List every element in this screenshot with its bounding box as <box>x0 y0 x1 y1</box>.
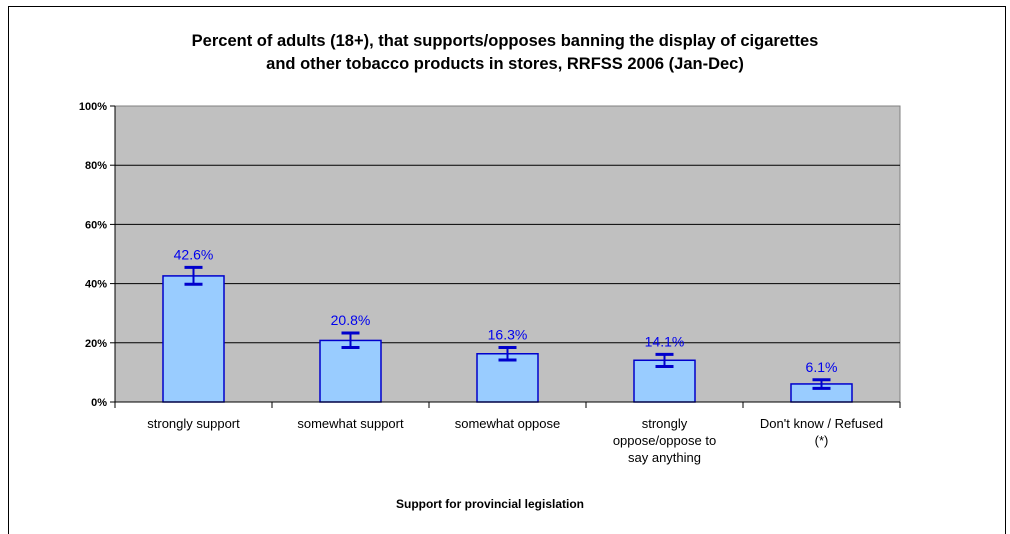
data-label: 16.3% <box>488 327 528 343</box>
category-label: somewhat support <box>297 416 404 431</box>
chart-title-line-1: Percent of adults (18+), that supports/o… <box>191 32 819 50</box>
y-tick-label: 60% <box>85 219 107 231</box>
category-label: somewhat oppose <box>455 416 561 431</box>
bar <box>319 339 382 403</box>
data-label: 6.1% <box>806 359 838 375</box>
data-label: 14.1% <box>645 333 685 349</box>
chart-title-line-2: and other tobacco products in stores, RR… <box>266 55 744 73</box>
category-label: strongly support <box>147 416 240 431</box>
data-label: 20.8% <box>331 312 371 328</box>
bar <box>162 275 225 403</box>
x-axis-title: Support for provincial legislation <box>396 497 584 511</box>
category-label: strongly oppose/oppose to say anything <box>613 416 716 465</box>
chart-title: Percent of adults (18+), that supports/o… <box>0 30 1010 76</box>
y-tick-label: 80% <box>85 160 107 172</box>
data-label: 42.6% <box>174 246 214 262</box>
y-tick-label: 0% <box>91 397 107 409</box>
category-label: Don't know / Refused (*) <box>760 416 883 448</box>
y-tick-label: 40% <box>85 279 107 291</box>
y-tick-label: 20% <box>85 338 107 350</box>
chart-frame <box>8 6 1006 534</box>
y-tick-label: 100% <box>79 101 107 113</box>
